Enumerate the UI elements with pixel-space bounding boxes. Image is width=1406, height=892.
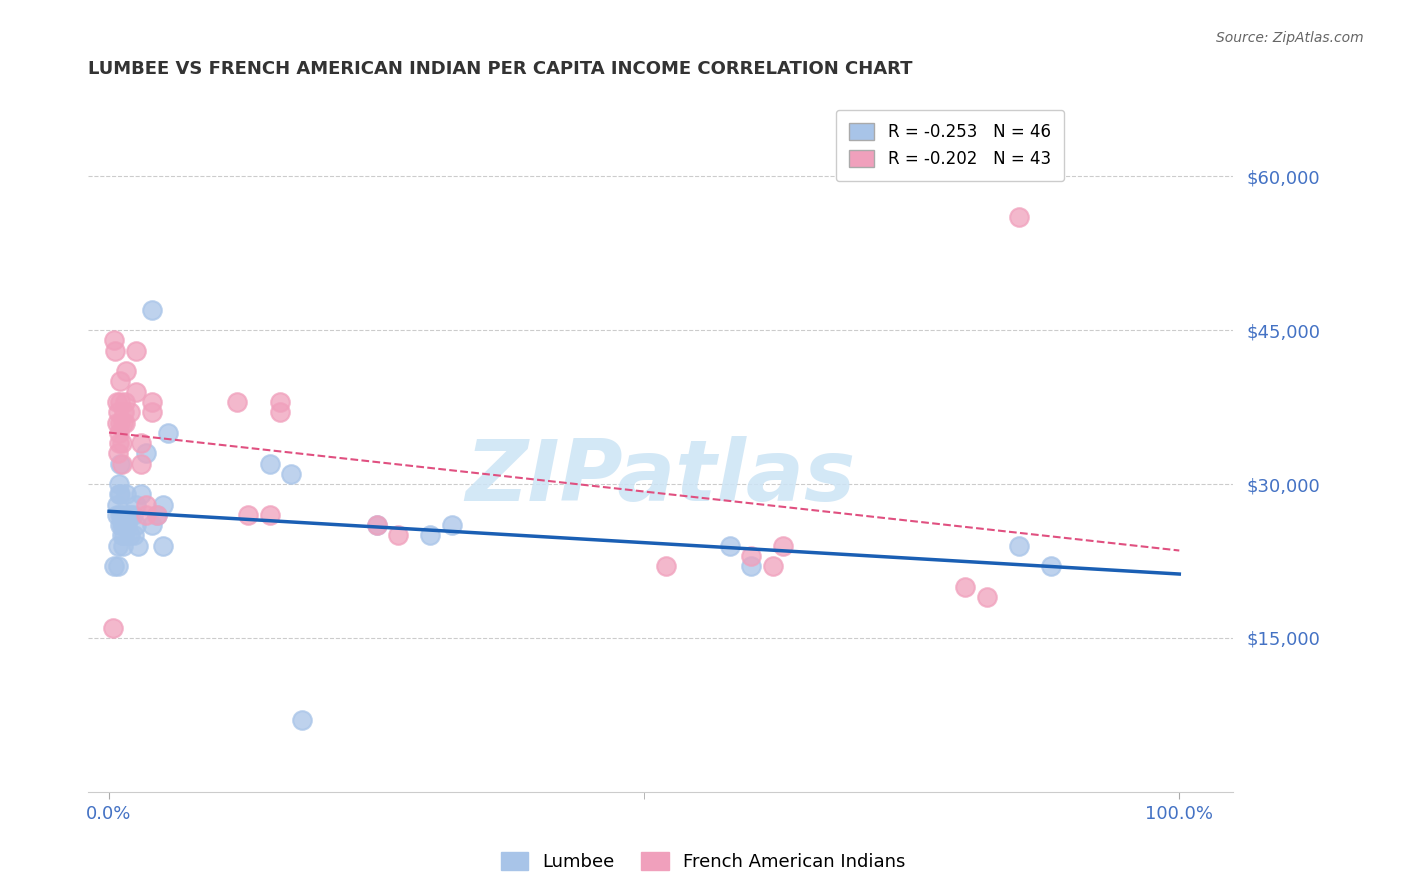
Point (107, 446, 129, 460)
Point (112, 518, 135, 533)
Point (108, 518, 131, 533)
Point (280, 467, 302, 481)
Point (127, 539, 149, 553)
Point (291, 713, 314, 727)
Point (115, 364, 138, 378)
Point (114, 416, 136, 430)
Point (111, 518, 134, 533)
Point (269, 395, 291, 409)
Point (111, 508, 134, 522)
Point (259, 508, 281, 522)
Point (141, 302, 163, 317)
Point (108, 508, 131, 522)
Point (146, 508, 169, 522)
Point (718, 539, 741, 553)
Point (120, 508, 142, 522)
Point (121, 508, 143, 522)
Point (135, 446, 157, 460)
Point (156, 425, 179, 440)
Point (108, 416, 131, 430)
Point (419, 528, 441, 542)
Point (111, 436, 134, 450)
Text: Source: ZipAtlas.com: Source: ZipAtlas.com (1216, 31, 1364, 45)
Point (1008, 211, 1031, 225)
Legend: Lumbee, French American Indians: Lumbee, French American Indians (494, 845, 912, 879)
Point (105, 508, 128, 522)
Point (259, 457, 281, 471)
Point (129, 487, 152, 501)
Point (111, 457, 134, 471)
Point (152, 539, 174, 553)
Point (120, 528, 142, 542)
Point (111, 416, 134, 430)
Point (772, 539, 794, 553)
Point (107, 425, 129, 440)
Point (120, 405, 142, 419)
Point (440, 518, 463, 533)
Point (366, 518, 388, 533)
Point (129, 457, 152, 471)
Point (108, 457, 131, 471)
Point (103, 334, 125, 348)
Point (115, 487, 138, 501)
Point (141, 518, 163, 533)
Point (125, 384, 148, 399)
Point (107, 436, 129, 450)
Point (111, 518, 134, 533)
Point (107, 477, 129, 491)
Point (111, 539, 134, 553)
Point (129, 436, 152, 450)
Point (125, 518, 148, 533)
Point (125, 498, 148, 512)
Point (146, 508, 169, 522)
Point (141, 395, 163, 409)
Legend: R = -0.253   N = 46, R = -0.202   N = 43: R = -0.253 N = 46, R = -0.202 N = 43 (837, 110, 1064, 181)
Point (107, 559, 129, 574)
Text: LUMBEE VS FRENCH AMERICAN INDIAN PER CAPITA INCOME CORRELATION CHART: LUMBEE VS FRENCH AMERICAN INDIAN PER CAP… (87, 60, 912, 78)
Point (114, 395, 136, 409)
Point (387, 528, 409, 542)
Point (103, 559, 125, 574)
Point (226, 395, 249, 409)
Point (111, 528, 134, 542)
Point (135, 498, 157, 512)
Point (141, 405, 163, 419)
Point (1008, 539, 1031, 553)
Point (152, 498, 174, 512)
Point (125, 343, 148, 358)
Point (104, 343, 127, 358)
Point (122, 528, 145, 542)
Point (761, 559, 783, 574)
Point (269, 405, 291, 419)
Point (112, 528, 135, 542)
Point (115, 518, 138, 533)
Point (135, 508, 157, 522)
Point (103, 621, 125, 635)
Point (108, 375, 131, 389)
Point (115, 508, 138, 522)
Point (107, 539, 129, 553)
Point (107, 487, 129, 501)
Point (238, 508, 260, 522)
Point (654, 559, 676, 574)
Point (105, 395, 128, 409)
Point (740, 559, 762, 574)
Point (107, 405, 129, 419)
Point (976, 590, 998, 604)
Point (108, 487, 131, 501)
Point (108, 395, 131, 409)
Point (740, 549, 762, 563)
Point (366, 518, 388, 533)
Point (105, 498, 128, 512)
Point (112, 405, 135, 419)
Point (955, 580, 977, 594)
Point (1039, 559, 1062, 574)
Point (105, 416, 128, 430)
Text: ZIPatlas: ZIPatlas (465, 436, 855, 519)
